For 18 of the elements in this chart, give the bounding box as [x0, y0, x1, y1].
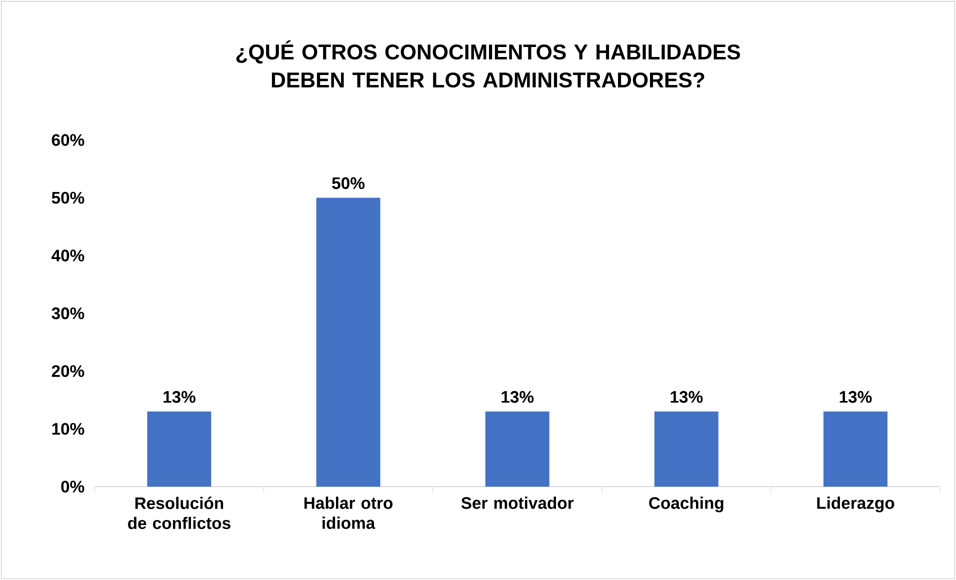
y-tick-label: 40%: [52, 250, 84, 262]
y-tick-label: 20%: [52, 365, 84, 378]
data-label: 50%: [332, 177, 365, 190]
y-tick-label: 10%: [52, 422, 84, 435]
data-label: 13%: [840, 391, 872, 403]
y-tick-label: 50%: [52, 192, 84, 204]
y-tick-label: 60%: [52, 134, 84, 146]
chart-title: ¿QUÉ OTROS CONOCIMIENTOS Y HABILIDADES DEBEN TENER LOS ADMINISTRADORES?: [236, 40, 740, 88]
x-tick-label: Resolución de conflictos: [128, 496, 230, 530]
x-tick-label: Liderazgo: [817, 496, 894, 512]
data-label: 13%: [502, 391, 534, 403]
x-tick-label: Ser motivador: [461, 496, 574, 509]
y-tick-label: 0%: [61, 480, 84, 493]
data-label: 13%: [164, 391, 196, 403]
x-tick-label: Hablar otro idioma: [304, 496, 393, 529]
x-tick-label: Coaching: [649, 496, 724, 512]
y-tick-label: 30%: [52, 307, 84, 320]
data-label: 13%: [670, 391, 703, 403]
